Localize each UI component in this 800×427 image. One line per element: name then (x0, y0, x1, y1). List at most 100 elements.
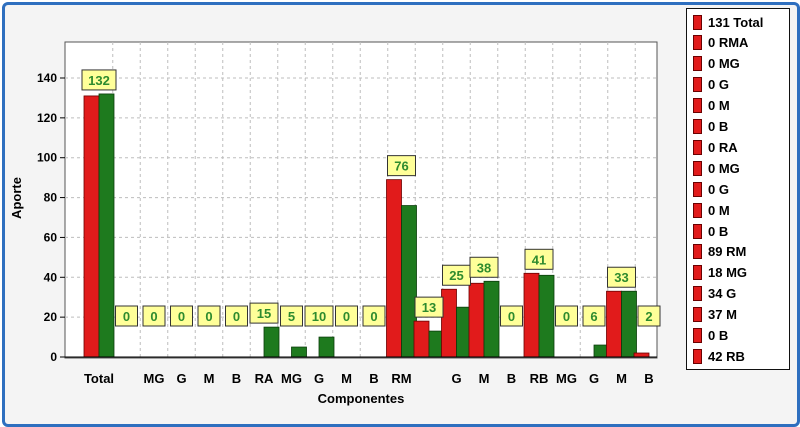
y-tick-label: 40 (44, 270, 58, 284)
legend-swatch (693, 265, 702, 281)
bar-green (483, 280, 500, 358)
data-label-box (170, 305, 193, 327)
data-label-box (469, 256, 499, 278)
x-tick-label: M (204, 371, 215, 386)
x-tick-label: M (616, 371, 627, 386)
legend-item: 0 B (693, 221, 728, 241)
grid-layer (65, 42, 657, 357)
bar-green (98, 93, 115, 358)
legend-label: 37 M (708, 307, 737, 323)
legend-label: 34 G (708, 286, 737, 302)
data-label: 0 (508, 309, 515, 324)
legend-item: 0 B (693, 117, 728, 137)
x-tick-label: RM (391, 371, 411, 386)
data-label-box (555, 305, 578, 327)
legend-item: 0 RA (693, 137, 738, 157)
x-tick-label: G (314, 371, 324, 386)
legend-label: 0 B (708, 223, 729, 239)
data-label: 15 (257, 306, 271, 321)
data-label: 0 (205, 309, 212, 324)
legend-label: 42 RB (708, 348, 745, 364)
data-label: 13 (422, 300, 436, 315)
bar-green (318, 336, 335, 358)
bar-red (633, 352, 650, 358)
legend-label: 0 MG (708, 56, 740, 72)
x-tick-label: Total (84, 371, 114, 386)
chart-legend: 131 Total 0 RMA 0 MG 0 G 0 M 0 B 0 RA 0 MG 0 G 0 … (686, 8, 790, 370)
data-label-box (81, 69, 117, 91)
legend-swatch (693, 77, 702, 93)
legend-label: 18 MG (708, 265, 748, 281)
legend-label: 0 MG (708, 160, 740, 176)
legend-swatch (693, 348, 702, 364)
data-label-box (142, 305, 166, 327)
legend-swatch (693, 307, 702, 323)
legend-swatch (693, 98, 702, 114)
bar-red (441, 288, 457, 358)
legend-label: 131 Total (708, 14, 764, 30)
x-tick-label: MG (556, 371, 577, 386)
data-label: 0 (178, 309, 185, 324)
bar-green (263, 326, 280, 358)
legend-item: 37 M (693, 305, 737, 325)
legend-item: 0 G (693, 179, 729, 199)
x-tick-label: B (507, 371, 516, 386)
legend-item: 0 B (693, 326, 728, 346)
legend-swatch (693, 14, 702, 30)
data-label-box (280, 305, 303, 327)
data-label-box (414, 296, 444, 318)
data-label: 41 (532, 252, 546, 267)
legend-label: 0 G (708, 181, 729, 197)
data-label-box (225, 305, 248, 327)
legend-label: 0 G (708, 77, 729, 93)
data-label: 76 (394, 159, 408, 174)
y-tick-label: 140 (37, 71, 57, 85)
data-label-box (637, 305, 661, 327)
data-label: 33 (614, 270, 628, 285)
legend-item: 42 RB (693, 346, 745, 366)
data-label: 0 (370, 309, 377, 324)
data-labels-layer: 132 0 0 0 0 0 15 5 10 0 0 76 13 25 38 0 41 0 6 33 2 (81, 69, 661, 327)
y-tick-label: 100 (37, 151, 57, 165)
data-label-box (115, 305, 138, 327)
data-label-box (582, 305, 606, 327)
data-label-box (524, 248, 554, 270)
data-label: 5 (288, 309, 295, 324)
legend-item: 89 RM (693, 242, 746, 262)
x-tick-label: RB (530, 371, 549, 386)
legend-item: 0 RMA (693, 33, 748, 53)
plot-area (64, 41, 658, 359)
x-tick-label: G (451, 371, 461, 386)
x-tick-label: M (479, 371, 490, 386)
data-label-box (335, 305, 358, 327)
legend-swatch (693, 35, 702, 51)
legend-swatch (693, 244, 702, 260)
data-label: 0 (233, 309, 240, 324)
legend-swatch (693, 139, 702, 155)
data-label: 132 (88, 73, 110, 88)
y-tick-label: 60 (44, 230, 58, 244)
legend-swatch (693, 223, 702, 239)
legend-item: 0 M (693, 96, 730, 116)
legend-label: 0 B (708, 119, 729, 134)
data-label: 10 (312, 309, 326, 324)
x-tick-label: M (341, 371, 352, 386)
x-tick-label: MG (281, 371, 302, 386)
legend-item: 18 MG (693, 263, 747, 283)
legend-swatch (693, 328, 702, 343)
data-label-box (362, 305, 386, 327)
data-label-box (249, 302, 279, 324)
legend-label: 0 RA (708, 139, 738, 155)
legend-swatch (693, 119, 702, 134)
bar-green (291, 346, 307, 358)
x-axis-title: Componentes (318, 391, 405, 406)
legend-item: 0 MG (693, 158, 740, 178)
legend-swatch (693, 160, 702, 176)
x-tick-label: B (644, 371, 653, 386)
y-tick-label: 0 (50, 350, 57, 364)
bar-green (538, 274, 555, 358)
legend-item: 131 Total (693, 12, 763, 32)
data-label: 0 (343, 309, 350, 324)
legend-label: 0 M (708, 98, 730, 114)
